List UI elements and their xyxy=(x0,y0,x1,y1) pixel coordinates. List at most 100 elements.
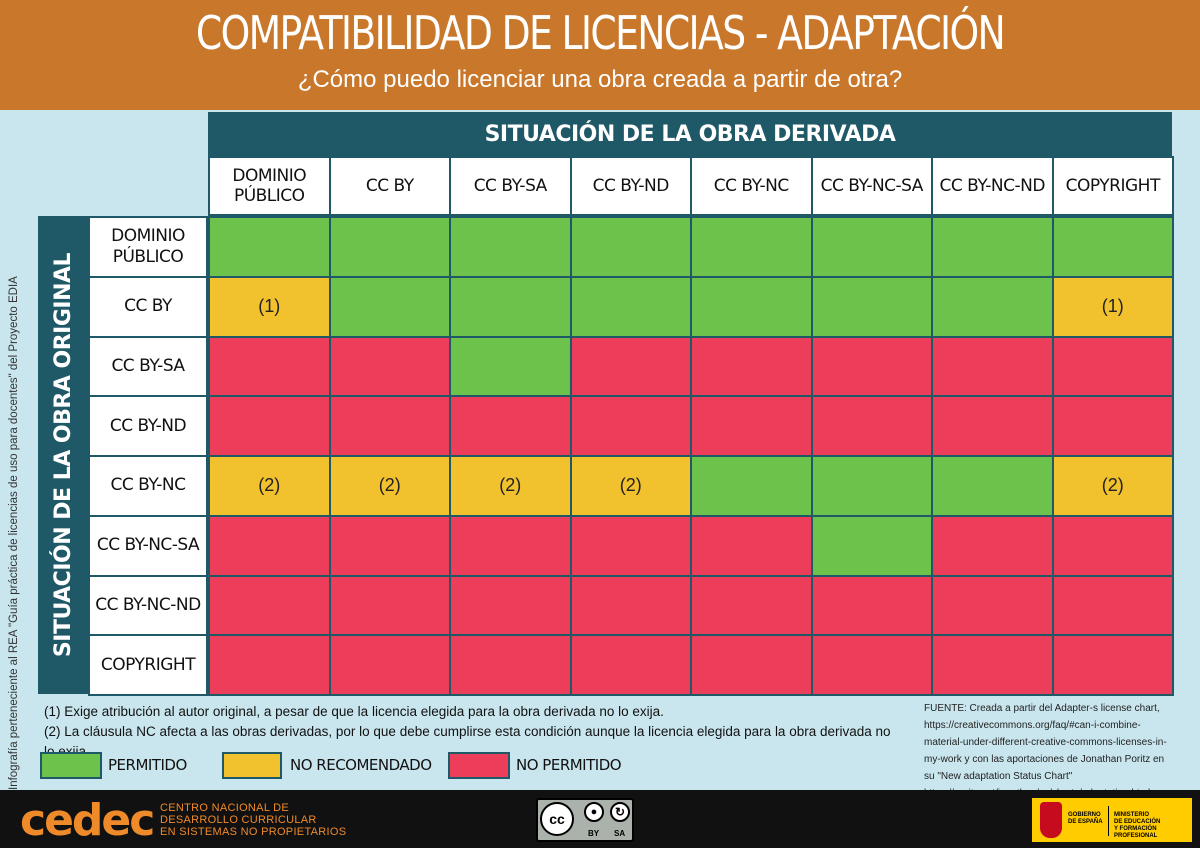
matrix-cell xyxy=(810,216,933,278)
cell-note-mark: (1) xyxy=(258,296,281,317)
matrix-cell xyxy=(1051,574,1174,637)
matrix-cell xyxy=(931,514,1054,577)
matrix-cell xyxy=(208,514,331,577)
matrix-cell xyxy=(569,275,692,338)
cedec-line-2: DESARROLLO CURRICULAR xyxy=(160,814,317,826)
matrix-cell xyxy=(569,216,692,278)
coat-of-arms-icon xyxy=(1040,802,1062,838)
cell-note-mark: (2) xyxy=(258,475,281,496)
matrix-cell xyxy=(690,455,813,517)
matrix-cell xyxy=(690,275,813,338)
derived-work-heading: SITUACIÓN DE LA OBRA DERIVADA xyxy=(208,112,1172,156)
page-subtitle: ¿Cómo puedo licenciar una obra creada a … xyxy=(297,66,903,93)
matrix-cell xyxy=(810,514,933,577)
matrix-cell xyxy=(208,216,331,278)
min-line-3: Y FORMACIÓN PROFESIONAL xyxy=(1114,826,1158,839)
column-header-cc-by: CC BY xyxy=(328,156,451,216)
matrix-cell xyxy=(810,335,933,398)
legend-swatch-permitido xyxy=(40,752,102,779)
matrix-cell xyxy=(208,634,331,696)
gov-line-2: DE ESPAÑA xyxy=(1068,819,1103,825)
matrix-cell xyxy=(569,395,692,457)
column-header-copyright: COPYRIGHT xyxy=(1051,156,1174,216)
row-header-cc-by-nc-nd: CC BY-NC-ND xyxy=(88,574,208,637)
matrix-cell xyxy=(1051,395,1174,457)
legend-label-permitido: PERMITIDO xyxy=(108,756,187,774)
matrix-cell xyxy=(449,634,572,696)
cedec-description: CENTRO NACIONAL DE DESARROLLO CURRICULAR… xyxy=(160,802,346,838)
row-header-cc-by-nc-sa: CC BY-NC-SA xyxy=(88,514,208,577)
by-label: BY xyxy=(588,829,600,838)
original-work-heading: SITUACIÓN DE LA OBRA ORIGINAL xyxy=(50,252,76,658)
compatibility-matrix: SITUACIÓN DE LA OBRA DERIVADA SITUACIÓN … xyxy=(38,112,1174,696)
column-header-cc-by-sa: CC BY-SA xyxy=(449,156,572,216)
matrix-cell: (2) xyxy=(328,455,451,517)
matrix-cell xyxy=(449,574,572,637)
matrix-cell: (1) xyxy=(1051,275,1174,338)
matrix-cell xyxy=(208,335,331,398)
matrix-cell xyxy=(569,574,692,637)
matrix-cell xyxy=(328,514,451,577)
ministerio-text: MINISTERIO DE EDUCACIÓN Y FORMACIÓN PROF… xyxy=(1114,812,1200,840)
matrix-cell xyxy=(328,335,451,398)
cedec-line-3: EN SISTEMAS NO PROPIETARIOS xyxy=(160,826,347,838)
row-header-copyright: COPYRIGHT xyxy=(88,634,208,696)
matrix-cell xyxy=(931,574,1054,637)
matrix-cell xyxy=(328,216,451,278)
cc-icon: cc xyxy=(540,802,574,836)
matrix-cell xyxy=(690,395,813,457)
cell-note-mark: (2) xyxy=(1101,475,1124,496)
row-header-cc-by-nc: CC BY-NC xyxy=(88,455,208,517)
matrix-cell xyxy=(328,574,451,637)
matrix-cell xyxy=(931,395,1054,457)
matrix-cell xyxy=(449,216,572,278)
legend-swatch-no-recomendado xyxy=(222,752,282,779)
footnotes: (1) Exige atribución al autor original, … xyxy=(44,702,904,762)
matrix-cell xyxy=(449,335,572,398)
matrix-cell xyxy=(690,514,813,577)
column-header-cc-by-nd: CC BY-ND xyxy=(569,156,692,216)
column-header-dominio-publico: DOMINIO PÚBLICO xyxy=(208,156,331,216)
row-header-cc-by: CC BY xyxy=(88,275,208,338)
matrix-cell xyxy=(328,275,451,338)
column-header-cc-by-nc-nd: CC BY-NC-ND xyxy=(931,156,1054,216)
matrix-cell xyxy=(1051,634,1174,696)
matrix-cell xyxy=(449,514,572,577)
matrix-cell xyxy=(690,634,813,696)
sa-label: SA xyxy=(614,829,626,838)
gov-line-1: GOBIERNO xyxy=(1068,812,1101,818)
matrix-cell xyxy=(690,574,813,637)
matrix-cell xyxy=(810,395,933,457)
legend-label-no-recomendado: NO RECOMENDADO xyxy=(290,756,432,774)
matrix-cell xyxy=(569,514,692,577)
matrix-cell: (2) xyxy=(569,455,692,517)
matrix-cell xyxy=(931,455,1054,517)
legend-label-no-permitido: NO PERMITIDO xyxy=(516,756,622,774)
min-line-2: DE EDUCACIÓN xyxy=(1114,819,1161,825)
legend-swatch-no-permitido xyxy=(448,752,510,779)
cedec-logo: cedec xyxy=(20,795,155,846)
matrix-cell xyxy=(810,275,933,338)
matrix-cell xyxy=(931,216,1054,278)
matrix-cell xyxy=(328,395,451,457)
matrix-cell xyxy=(931,335,1054,398)
footnote-1: (1) Exige atribución al autor original, … xyxy=(44,704,664,719)
matrix-cell xyxy=(449,275,572,338)
matrix-cell xyxy=(810,455,933,517)
matrix-cell xyxy=(810,634,933,696)
column-header-cc-by-nc-sa: CC BY-NC-SA xyxy=(810,156,933,216)
matrix-cell: (2) xyxy=(449,455,572,517)
matrix-cell xyxy=(690,216,813,278)
cell-note-mark: (2) xyxy=(378,475,401,496)
side-credit-text: Infografía perteneciente al REA "Guía pr… xyxy=(8,276,20,790)
original-work-band: SITUACIÓN DE LA OBRA ORIGINAL xyxy=(38,216,88,694)
matrix-cell xyxy=(1051,335,1174,398)
matrix-cell xyxy=(931,634,1054,696)
matrix-cell xyxy=(690,335,813,398)
source-text: FUENTE: Creada a partir del Adapter-s li… xyxy=(924,703,1167,799)
row-header-dominio-publico: DOMINIO PÚBLICO xyxy=(88,216,208,278)
matrix-cell: (2) xyxy=(208,455,331,517)
matrix-cell xyxy=(1051,514,1174,577)
matrix-cell xyxy=(931,275,1054,338)
cell-note-mark: (2) xyxy=(499,475,522,496)
